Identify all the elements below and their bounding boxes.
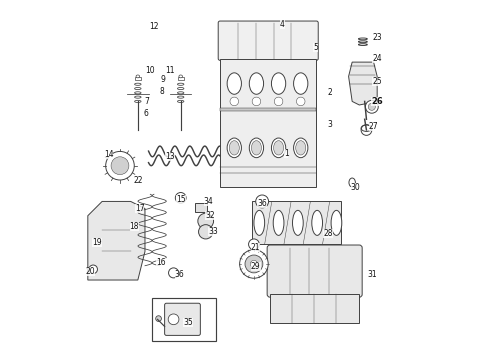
Ellipse shape [294,138,308,158]
Circle shape [368,103,375,111]
Text: 27: 27 [369,122,378,131]
FancyBboxPatch shape [165,303,200,336]
Ellipse shape [312,210,322,235]
Circle shape [89,265,98,274]
Text: 16: 16 [156,258,166,267]
Text: 10: 10 [145,66,155,75]
Text: 11: 11 [165,66,175,75]
Bar [220,108,317,111]
Polygon shape [348,62,377,105]
Text: 2: 2 [328,88,332,97]
Text: 36: 36 [175,270,185,279]
Ellipse shape [271,73,286,94]
Polygon shape [88,202,145,280]
Ellipse shape [136,75,140,78]
Text: 36: 36 [257,199,267,208]
Bar [152,298,217,341]
Circle shape [240,249,268,278]
Text: 31: 31 [367,270,377,279]
Bar [195,203,207,212]
Ellipse shape [251,141,262,155]
Circle shape [169,268,178,278]
Text: 1: 1 [284,149,289,158]
Circle shape [252,97,261,106]
Ellipse shape [293,210,303,235]
Text: 15: 15 [176,195,186,204]
Text: 5: 5 [313,43,318,52]
Text: 29: 29 [251,262,261,271]
Circle shape [156,316,161,321]
Text: 4: 4 [280,20,285,29]
Circle shape [111,157,129,175]
Text: 35: 35 [183,318,193,327]
Ellipse shape [227,138,242,158]
Circle shape [245,255,263,273]
Bar [220,109,317,187]
Ellipse shape [249,73,264,94]
FancyBboxPatch shape [267,245,362,297]
Ellipse shape [179,75,182,78]
Text: 7: 7 [144,97,149,106]
Text: 18: 18 [129,222,139,231]
Text: 26: 26 [371,97,383,106]
Circle shape [366,100,378,113]
Text: 22: 22 [133,176,143,185]
Ellipse shape [296,141,306,155]
Text: 33: 33 [208,227,218,236]
Text: 17: 17 [135,204,145,213]
Ellipse shape [331,210,342,235]
Ellipse shape [229,141,239,155]
FancyBboxPatch shape [218,21,318,60]
Text: 20: 20 [85,267,95,276]
Text: 23: 23 [372,33,382,42]
Circle shape [175,193,186,203]
Circle shape [198,213,214,229]
Text: 19: 19 [92,238,101,247]
Circle shape [274,97,283,106]
Bar [252,202,342,244]
Text: 9: 9 [160,76,165,85]
Circle shape [248,239,259,249]
Bar [178,77,184,80]
Text: 21: 21 [251,243,261,252]
Ellipse shape [273,141,284,155]
Ellipse shape [249,138,264,158]
Circle shape [296,97,305,106]
Circle shape [168,314,179,325]
Text: 34: 34 [204,197,214,206]
Text: 24: 24 [372,54,382,63]
Ellipse shape [294,73,308,94]
Text: 30: 30 [351,183,361,192]
Text: 14: 14 [104,150,113,159]
Ellipse shape [271,138,286,158]
Polygon shape [270,294,359,323]
Text: 32: 32 [205,211,215,220]
Bar [220,59,317,109]
Circle shape [106,152,134,180]
Text: 28: 28 [323,229,333,238]
Text: 6: 6 [144,109,149,118]
Circle shape [230,97,239,106]
Ellipse shape [273,210,284,235]
Text: 3: 3 [328,120,332,129]
Text: 25: 25 [372,77,382,86]
Ellipse shape [254,210,265,235]
Circle shape [250,260,258,267]
Bar [135,77,141,80]
Ellipse shape [227,73,242,94]
Circle shape [361,125,372,135]
Circle shape [198,225,213,239]
Text: 13: 13 [165,152,175,161]
Circle shape [256,195,269,208]
Text: 12: 12 [149,22,159,31]
Text: 8: 8 [159,87,164,96]
